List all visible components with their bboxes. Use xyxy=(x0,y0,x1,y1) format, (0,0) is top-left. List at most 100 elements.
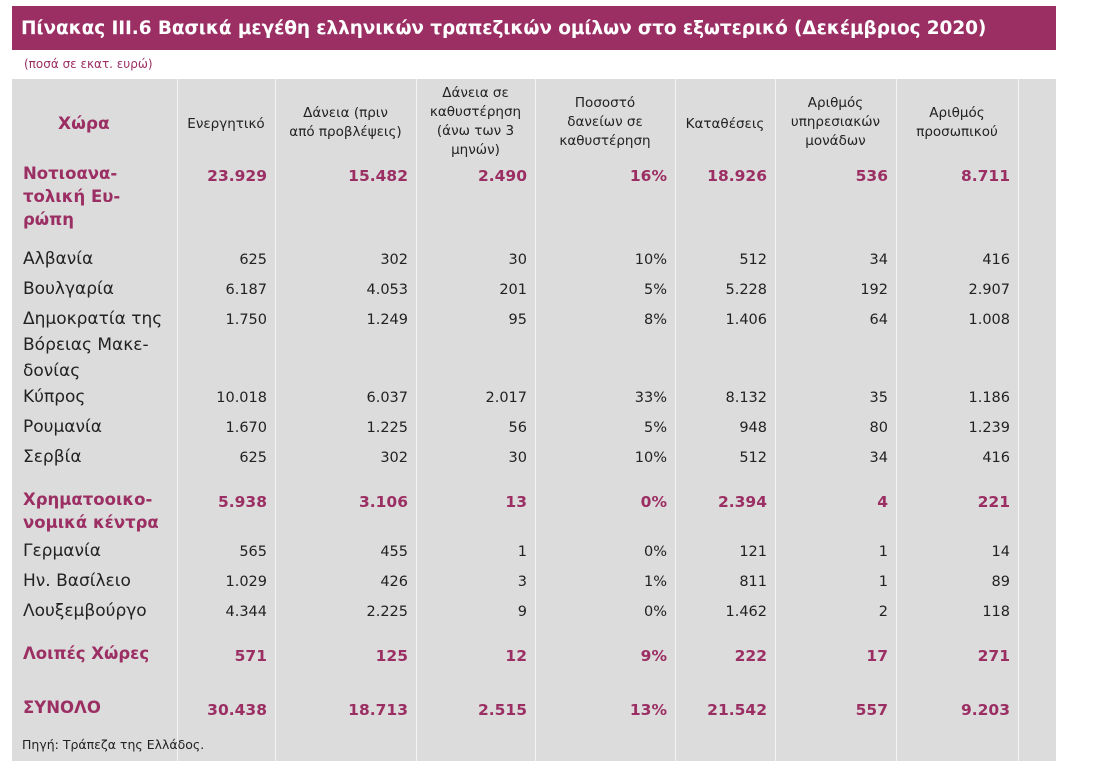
title-bar: Πίνακας ΙΙΙ.6 Βασικά μεγέθη ελληνικών τρ… xyxy=(12,6,1056,50)
value-cell: 2.394 xyxy=(717,493,767,511)
header-branches: Αριθμός υπηρεσιακών μονάδων xyxy=(790,95,881,149)
value-cell: 625 xyxy=(239,450,267,466)
table-row: Αλβανία 625 302 30 10% 512 34 416 xyxy=(12,246,1018,276)
value-cell: 30 xyxy=(508,450,527,466)
table-row: Γερμανία 565 455 1 0% 121 1 14 xyxy=(12,538,1018,568)
value-cell: 80 xyxy=(869,420,888,436)
value-cell: 9% xyxy=(640,647,667,665)
value-cell: 18.713 xyxy=(348,701,408,719)
value-cell: 1.029 xyxy=(225,574,267,590)
table-body: Νοτιοανα- τολική Ευ- ρώπη 23.929 15.482 2.4… xyxy=(12,162,1018,742)
column-divider xyxy=(775,79,776,761)
value-cell: 16% xyxy=(629,167,667,185)
country-cell: Δημοκρατία της Βόρειας Μακε- δονίας xyxy=(23,309,163,381)
group-row: ΣΥΝΟΛΟ 30.438 18.713 2.515 13% 21.542 557 9.203 xyxy=(12,696,1018,742)
value-cell: 302 xyxy=(380,252,408,268)
country-cell: Λουξεμβούργο xyxy=(23,601,147,621)
value-cell: 121 xyxy=(739,544,767,560)
value-cell: 23.929 xyxy=(207,167,267,185)
value-cell: 30 xyxy=(508,252,527,268)
value-cell: 14 xyxy=(991,544,1010,560)
value-cell: 6.187 xyxy=(225,282,267,298)
value-cell: 0% xyxy=(643,544,667,560)
value-cell: 13% xyxy=(629,701,667,719)
value-cell: 1.670 xyxy=(225,420,267,436)
group-row: Νοτιοανα- τολική Ευ- ρώπη 23.929 15.482 2.4… xyxy=(12,162,1018,246)
value-cell: 2 xyxy=(878,604,888,620)
value-cell: 811 xyxy=(739,574,767,590)
value-cell: 1 xyxy=(878,544,888,560)
header-loans: Δάνεια (πριν από προβλέψεις) xyxy=(289,105,402,140)
value-cell: 3.106 xyxy=(358,493,408,511)
value-cell: 95 xyxy=(508,312,527,328)
value-cell: 1.008 xyxy=(968,312,1010,328)
value-cell: 6.037 xyxy=(366,390,408,406)
value-cell: 8.711 xyxy=(960,167,1010,185)
value-cell: 426 xyxy=(380,574,408,590)
value-cell: 1.225 xyxy=(366,420,408,436)
value-cell: 15.482 xyxy=(348,167,408,185)
value-cell: 5.938 xyxy=(217,493,267,511)
value-cell: 201 xyxy=(499,282,527,298)
value-cell: 1% xyxy=(643,574,667,590)
value-cell: 21.542 xyxy=(707,701,767,719)
value-cell: 56 xyxy=(508,420,527,436)
value-cell: 30.438 xyxy=(207,701,267,719)
value-cell: 455 xyxy=(380,544,408,560)
table-row: Κύπρος 10.018 6.037 2.017 33% 8.132 35 1.186 xyxy=(12,384,1018,414)
table-row: Βουλγαρία 6.187 4.053 201 5% 5.228 192 2.907 xyxy=(12,276,1018,306)
units-note: (ποσά σε εκατ. ευρώ) xyxy=(24,57,153,71)
value-cell: 33% xyxy=(634,390,667,406)
value-cell: 35 xyxy=(869,390,888,406)
value-cell: 12 xyxy=(505,647,527,665)
table-row: Λουξεμβούργο 4.344 2.225 9 0% 1.462 2 118 xyxy=(12,598,1018,642)
value-cell: 1.406 xyxy=(725,312,767,328)
value-cell: 557 xyxy=(855,701,888,719)
value-cell: 10.018 xyxy=(216,390,267,406)
column-divider xyxy=(416,79,417,761)
country-cell: Ην. Βασίλειο xyxy=(23,571,131,591)
country-cell: ΣΥΝΟΛΟ xyxy=(23,698,101,717)
value-cell: 512 xyxy=(739,252,767,268)
value-cell: 1.186 xyxy=(968,390,1010,406)
value-cell: 34 xyxy=(869,450,888,466)
value-cell: 2.225 xyxy=(366,604,408,620)
value-cell: 18.926 xyxy=(707,167,767,185)
data-table: Νοτιοανα- τολική Ευ- ρώπη 23.929 15.482 2.4… xyxy=(12,162,1018,742)
value-cell: 2.907 xyxy=(968,282,1010,298)
value-cell: 125 xyxy=(375,647,408,665)
group-row: Χρηματοοικο- νομικά κέντρα 5.938 3.106 13 0%… xyxy=(12,488,1018,538)
value-cell: 536 xyxy=(855,167,888,185)
value-cell: 9.203 xyxy=(960,701,1010,719)
value-cell: 118 xyxy=(982,604,1010,620)
value-cell: 416 xyxy=(982,450,1010,466)
value-cell: 1.750 xyxy=(225,312,267,328)
value-cell: 948 xyxy=(739,420,767,436)
value-cell: 271 xyxy=(977,647,1010,665)
column-divider xyxy=(1018,79,1019,761)
value-cell: 221 xyxy=(977,493,1010,511)
value-cell: 571 xyxy=(234,647,267,665)
value-cell: 302 xyxy=(380,450,408,466)
value-cell: 625 xyxy=(239,252,267,268)
value-cell: 222 xyxy=(734,647,767,665)
group-row: Λοιπές Χώρες 571 125 12 9% 222 17 271 xyxy=(12,642,1018,696)
value-cell: 4.344 xyxy=(225,604,267,620)
value-cell: 1.239 xyxy=(968,420,1010,436)
value-cell: 8% xyxy=(643,312,667,328)
table-row: Σερβία 625 302 30 10% 512 34 416 xyxy=(12,444,1018,488)
column-divider xyxy=(896,79,897,761)
value-cell: 64 xyxy=(869,312,888,328)
table-panel xyxy=(12,79,1056,761)
value-cell: 4 xyxy=(877,493,888,511)
value-cell: 5% xyxy=(643,420,667,436)
header-npl: Δάνεια σε καθυστέρηση (άνω των 3 μηνών) xyxy=(429,85,522,158)
table-title: Πίνακας ΙΙΙ.6 Βασικά μεγέθη ελληνικών τρ… xyxy=(21,17,987,39)
value-cell: 4.053 xyxy=(366,282,408,298)
value-cell: 5% xyxy=(643,282,667,298)
value-cell: 416 xyxy=(982,252,1010,268)
value-cell: 512 xyxy=(739,450,767,466)
country-cell: Λοιπές Χώρες xyxy=(23,644,150,663)
value-cell: 192 xyxy=(860,282,888,298)
header-staff: Αριθμός προσωπικού xyxy=(916,105,998,140)
